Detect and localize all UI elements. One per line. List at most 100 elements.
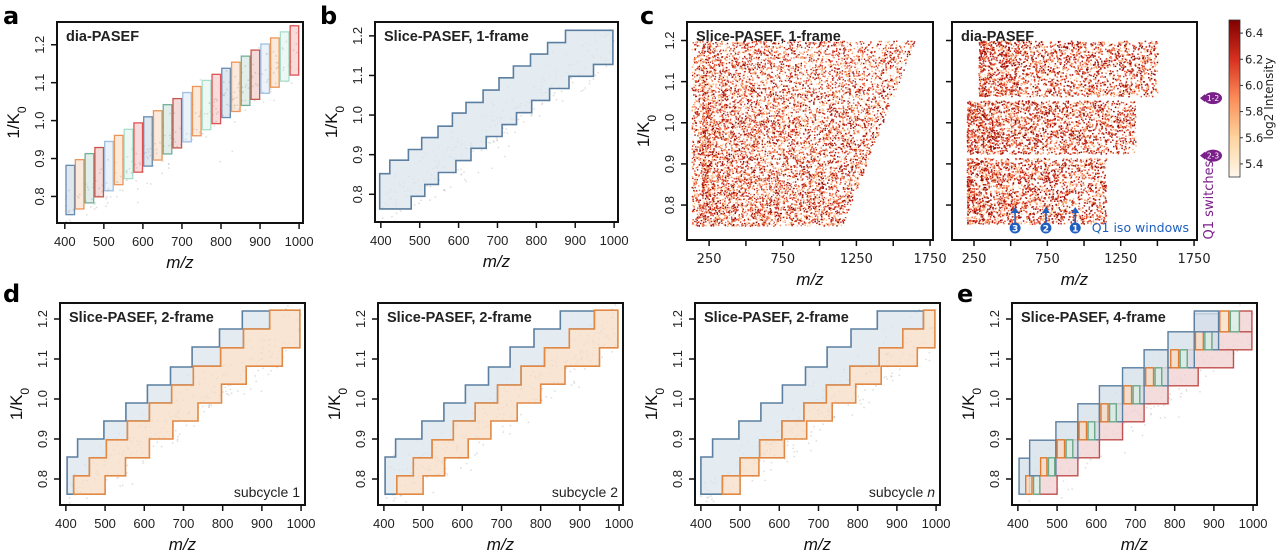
intensity-point xyxy=(791,198,794,201)
intensity-point xyxy=(710,105,712,107)
peptide-point xyxy=(194,112,197,114)
peptide-point xyxy=(237,83,240,85)
intensity-point xyxy=(835,191,837,194)
intensity-point xyxy=(793,121,796,123)
intensity-point xyxy=(723,188,726,190)
intensity-point xyxy=(838,77,840,79)
intensity-point xyxy=(866,110,869,113)
intensity-point xyxy=(737,101,739,104)
intensity-point xyxy=(822,163,824,165)
intensity-point xyxy=(762,62,764,65)
intensity-point xyxy=(835,49,838,52)
intensity-point xyxy=(741,193,743,196)
intensity-point xyxy=(697,66,699,69)
intensity-point xyxy=(863,100,865,102)
intensity-point xyxy=(788,206,791,208)
intensity-point xyxy=(791,107,793,109)
peptide-point xyxy=(426,185,428,187)
intensity-point xyxy=(783,71,785,73)
intensity-point xyxy=(846,211,848,214)
intensity-point xyxy=(731,131,733,134)
intensity-point xyxy=(698,51,700,53)
intensity-point xyxy=(852,163,855,165)
intensity-point xyxy=(864,117,866,120)
intensity-point xyxy=(727,53,729,55)
intensity-point xyxy=(853,140,855,143)
intensity-point xyxy=(865,146,868,149)
intensity-point xyxy=(735,60,737,63)
intensity-point xyxy=(696,113,698,115)
intensity-point xyxy=(822,212,825,215)
intensity-point xyxy=(842,142,844,145)
intensity-point xyxy=(872,72,875,75)
intensity-point xyxy=(764,183,766,186)
intensity-point xyxy=(881,105,883,107)
intensity-point xyxy=(700,69,703,72)
intensity-point xyxy=(718,109,721,111)
intensity-point xyxy=(871,141,873,143)
intensity-point xyxy=(751,139,753,141)
intensity-point xyxy=(776,140,779,143)
intensity-point xyxy=(769,141,771,144)
intensity-point xyxy=(716,201,718,203)
intensity-point xyxy=(817,152,819,154)
intensity-point xyxy=(749,66,751,69)
intensity-point xyxy=(748,143,750,146)
intensity-point xyxy=(854,78,857,80)
intensity-point xyxy=(693,160,695,162)
intensity-point xyxy=(859,118,861,121)
intensity-point xyxy=(784,186,786,189)
intensity-point xyxy=(754,158,756,160)
intensity-point xyxy=(730,194,732,196)
intensity-point xyxy=(712,102,714,104)
intensity-point xyxy=(726,59,729,61)
intensity-point xyxy=(708,112,710,115)
intensity-point xyxy=(697,215,699,217)
intensity-point xyxy=(718,98,721,100)
intensity-point xyxy=(750,156,752,158)
intensity-point xyxy=(728,105,730,108)
intensity-point xyxy=(758,121,761,124)
intensity-point xyxy=(703,170,705,172)
intensity-point xyxy=(791,197,793,199)
intensity-point xyxy=(776,158,779,160)
intensity-point xyxy=(812,97,815,99)
intensity-point xyxy=(738,110,740,113)
peptide-point xyxy=(203,112,206,115)
intensity-point xyxy=(694,131,696,133)
intensity-point xyxy=(866,104,869,106)
intensity-point xyxy=(875,100,877,102)
intensity-point xyxy=(744,85,746,87)
peptide-point xyxy=(109,196,112,198)
intensity-point xyxy=(729,144,732,146)
intensity-point xyxy=(842,127,844,129)
intensity-point xyxy=(747,106,749,109)
intensity-point xyxy=(841,145,843,147)
intensity-point xyxy=(742,63,745,65)
intensity-point xyxy=(712,203,714,205)
intensity-point xyxy=(707,183,710,186)
intensity-point xyxy=(738,140,740,143)
intensity-point xyxy=(718,99,721,102)
intensity-point xyxy=(743,42,745,44)
intensity-point xyxy=(694,185,696,187)
intensity-point xyxy=(862,110,865,112)
intensity-point xyxy=(721,106,723,108)
intensity-point xyxy=(861,58,863,60)
intensity-point xyxy=(870,145,872,147)
intensity-point xyxy=(835,42,838,44)
peptide-point xyxy=(198,115,200,118)
intensity-point xyxy=(760,84,762,86)
intensity-point xyxy=(798,123,801,126)
intensity-point xyxy=(722,131,724,133)
intensity-point xyxy=(808,183,811,186)
intensity-point xyxy=(825,197,827,200)
intensity-point xyxy=(829,137,832,139)
intensity-point xyxy=(857,186,859,189)
intensity-point xyxy=(736,224,738,226)
intensity-point xyxy=(827,95,830,98)
intensity-point xyxy=(793,139,795,141)
intensity-point xyxy=(843,188,845,190)
intensity-point xyxy=(783,57,785,59)
intensity-point xyxy=(740,66,743,68)
